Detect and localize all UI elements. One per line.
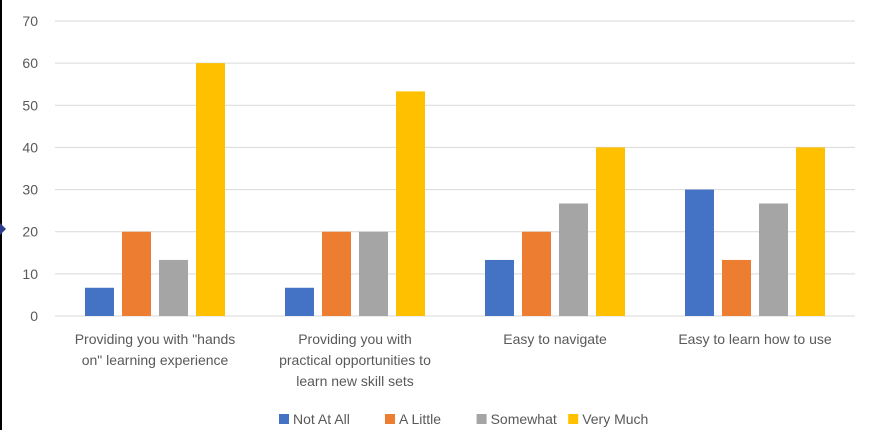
bars [85,63,825,317]
bar-not-at-all [285,287,314,316]
bar-somewhat [359,231,388,316]
legend-label: Somewhat [491,411,557,427]
bar-not-at-all [685,189,714,316]
x-category-label: Easy to learn how to use [678,331,832,347]
x-category-label: practical opportunities to [279,352,431,368]
bar-very-much [396,91,425,316]
legend-label: Very Much [582,411,648,427]
bar-a-little [322,231,351,316]
legend-swatch [279,414,289,424]
legend-swatch [476,414,487,424]
y-tick-label: 60 [22,55,38,71]
legend: Not At All A Little Somewhat Very Much [279,411,648,427]
bar-somewhat [559,203,588,316]
bar-very-much [796,147,825,316]
x-category-label: on" learning experience [82,352,229,368]
y-axis-tick-labels: 0 10 20 30 40 50 60 70 [22,13,38,324]
bar-a-little [122,231,151,316]
legend-swatch [568,414,579,424]
x-category-label: Providing you with [298,331,412,347]
y-tick-label: 20 [22,224,38,240]
bar-not-at-all [485,259,514,316]
x-category-label: learn new skill sets [296,373,414,389]
legend-swatch [385,414,395,424]
x-category-label: Easy to navigate [503,331,607,347]
y-tick-label: 70 [22,13,38,29]
bar-not-at-all [85,287,114,316]
bar-somewhat [759,203,788,316]
x-axis-category-labels: Providing you with "hands on" learning ex… [75,331,832,389]
legend-label: Not At All [293,411,350,427]
y-tick-label: 40 [22,139,38,155]
x-category-label: Providing you with "hands [75,331,236,347]
y-tick-label: 0 [30,308,38,324]
y-tick-label: 10 [22,266,38,282]
bar-very-much [196,63,225,317]
y-tick-label: 50 [22,97,38,113]
bar-a-little [722,259,751,316]
y-tick-label: 30 [22,182,38,198]
bar-somewhat [159,259,188,316]
bar-a-little [522,231,551,316]
left-edge-marker [0,223,6,235]
legend-label: A Little [399,411,441,427]
bar-very-much [596,147,625,316]
gridlines [55,20,855,317]
